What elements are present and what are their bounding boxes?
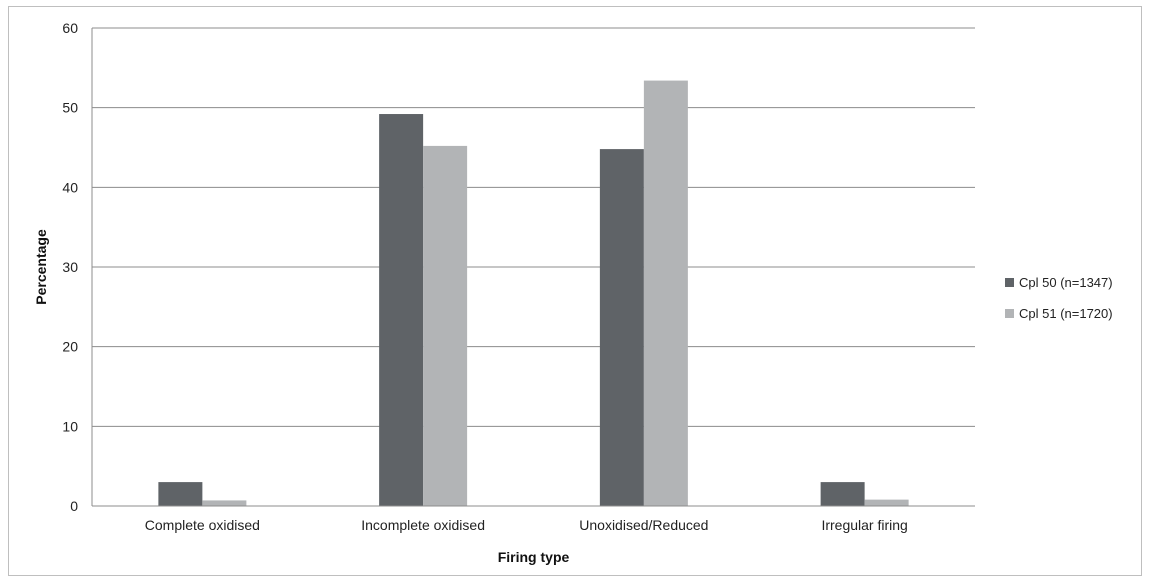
x-category-label: Unoxidised/Reduced: [579, 517, 708, 533]
x-axis-title: Firing type: [498, 549, 570, 565]
bar-1-4: [820, 482, 865, 506]
bars: [158, 80, 909, 507]
y-tick-label: 30: [62, 259, 78, 275]
x-category-label: Irregular firing: [821, 517, 907, 533]
y-tick-label: 0: [70, 498, 78, 514]
x-category-label: Incomplete oxidised: [361, 517, 485, 533]
y-tick-label: 60: [62, 20, 78, 36]
bar-2-1: [202, 500, 247, 506]
bar-2-3: [643, 80, 688, 506]
bar-1-3: [599, 149, 644, 507]
bar-2-4: [864, 499, 909, 506]
x-category-label: Complete oxidised: [145, 517, 260, 533]
gridlines: [92, 27, 975, 427]
legend-label-2: Cpl 51 (n=1720): [1019, 306, 1113, 321]
bar-2-2: [423, 145, 468, 506]
bar-1-2: [379, 114, 424, 506]
y-axis-title: Percentage: [33, 229, 49, 305]
legend: Cpl 50 (n=1347) Cpl 51 (n=1720): [1005, 275, 1113, 321]
y-tick-labels: 0 10 20 30 40 50 60: [62, 20, 78, 514]
y-tick-label: 10: [62, 418, 78, 434]
axes: [91, 28, 975, 507]
chart-frame: [8, 6, 1142, 576]
legend-label-1: Cpl 50 (n=1347): [1019, 275, 1113, 290]
y-tick-label: 20: [62, 339, 78, 355]
legend-swatch-1: [1005, 278, 1014, 287]
bar-1-1: [158, 482, 203, 506]
y-tick-label: 50: [62, 100, 78, 116]
legend-swatch-2: [1005, 309, 1014, 318]
x-category-labels: Complete oxidised Incomplete oxidised Unox…: [145, 517, 908, 533]
y-tick-label: 40: [62, 179, 78, 195]
